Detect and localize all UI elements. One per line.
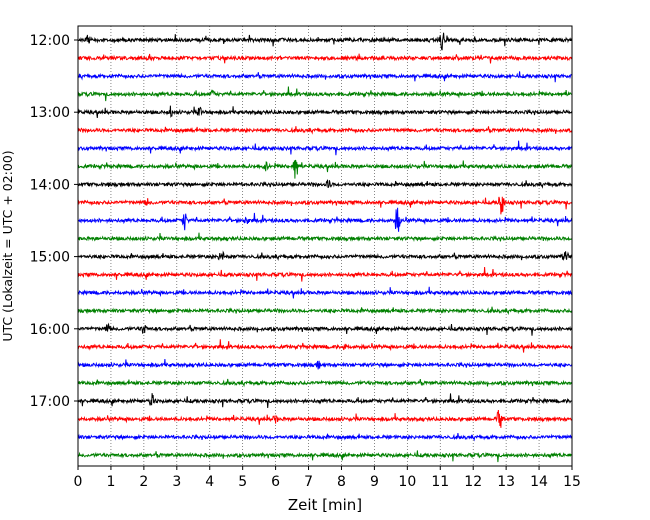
seismogram-trace (77, 286, 573, 299)
seismogram-trace (77, 196, 573, 215)
y-tick-label: 12:00 (30, 33, 70, 49)
x-tick-label: 2 (139, 474, 148, 490)
x-tick-label: 6 (271, 474, 280, 490)
seismogram-trace (77, 179, 573, 189)
seismogram-traces (77, 32, 573, 463)
x-tick-label: 3 (172, 474, 181, 490)
x-tick-label: 14 (530, 474, 548, 490)
x-tick-label: 7 (304, 474, 313, 490)
x-tick-label: 9 (370, 474, 379, 490)
seismogram-trace (77, 71, 573, 83)
y-axis-ticks: 12:00 13:00 14:00 15:00 16:00 17:00 (30, 33, 78, 410)
x-tick-label: 10 (398, 474, 416, 490)
x-tick-label: 12 (464, 474, 482, 490)
seismogram-trace (77, 339, 573, 353)
seismogram-trace (77, 86, 573, 102)
seismogram-trace (77, 432, 573, 442)
x-axis-ticks: 0 1 2 3 4 5 6 7 8 9 10 11 12 13 14 15 (74, 466, 581, 490)
x-tick-label: 5 (238, 474, 247, 490)
seismogram-trace (77, 378, 573, 388)
x-tick-label: 13 (497, 474, 515, 490)
seismogram-trace (77, 322, 573, 336)
x-tick-label: 15 (563, 474, 581, 490)
grid-lines (110, 26, 540, 466)
seismogram-trace (77, 393, 573, 408)
y-tick-label: 15:00 (30, 250, 70, 266)
seismogram-trace (77, 32, 573, 51)
seismogram-trace (77, 232, 573, 243)
x-axis-label: Zeit [min] (288, 496, 362, 514)
x-tick-label: 11 (431, 474, 449, 490)
seismogram-trace (77, 306, 573, 316)
x-tick-label: 0 (74, 474, 83, 490)
seismogram-trace (77, 53, 573, 64)
seismogram-trace (77, 126, 573, 135)
seismogram-trace (77, 358, 573, 370)
seismogram-trace (77, 267, 573, 282)
seismogram-trace (77, 140, 573, 156)
seismogram-trace (77, 450, 573, 463)
plot-frame (77, 25, 573, 467)
y-tick-label: 13:00 (30, 105, 70, 121)
y-tick-label: 16:00 (30, 322, 70, 338)
x-tick-label: 1 (106, 474, 115, 490)
y-tick-label: 17:00 (30, 394, 70, 410)
x-tick-label: 8 (337, 474, 346, 490)
seismogram-trace (77, 105, 573, 118)
y-axis-label: UTC (Lokalzeit = UTC + 02:00) (0, 150, 15, 341)
x-tick-label: 4 (205, 474, 214, 490)
y-tick-label: 14:00 (30, 177, 70, 193)
seismogram-trace (77, 250, 573, 262)
seismogram-trace (77, 207, 573, 232)
seismogram-trace (77, 409, 573, 428)
seismogram-trace (77, 159, 573, 179)
